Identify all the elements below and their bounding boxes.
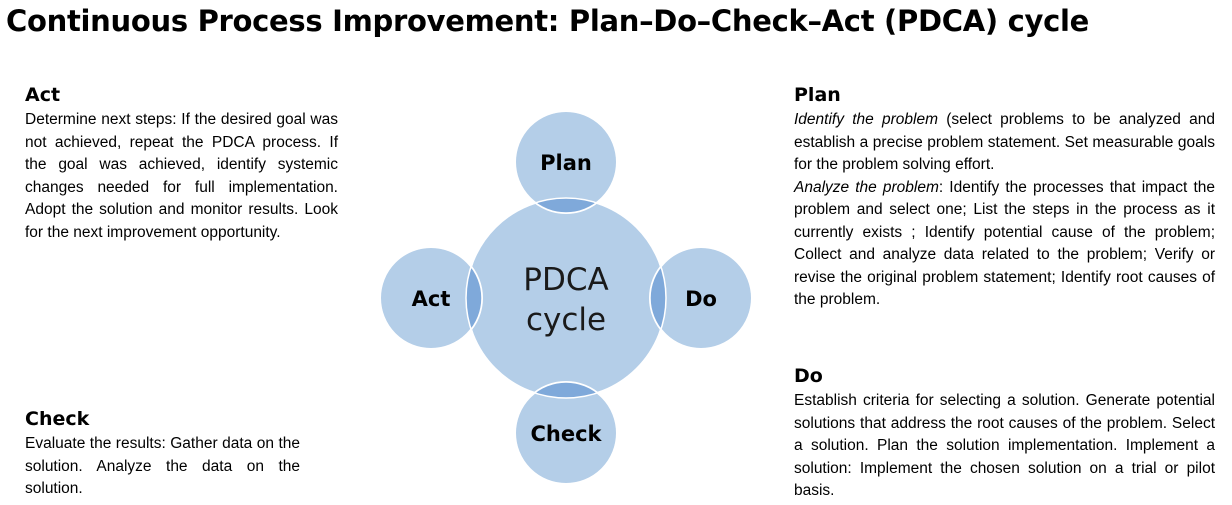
do-circle-outline: [649, 246, 753, 350]
plan-circle-outline: [514, 110, 618, 214]
plan-analyze-text: : Identify the processes that impact the…: [794, 178, 1215, 309]
check-circle-outline: [514, 381, 618, 485]
plan-node-label: Plan: [540, 151, 592, 175]
act-node-label: Act: [412, 287, 451, 311]
act-section: Act Determine next steps: If the desired…: [25, 83, 338, 244]
do-node-label: Do: [685, 287, 717, 311]
pdca-cycle-diagram: PDCA cycle Plan Do Check Act: [379, 110, 753, 485]
plan-analyze-lead: Analyze the problem: [794, 178, 939, 196]
do-heading: Do: [794, 365, 823, 387]
do-description: Establish criteria for selecting a solut…: [794, 392, 1215, 499]
center-label-line2: cycle: [526, 302, 606, 338]
plan-identify-lead: Identify the problem: [794, 111, 939, 128]
plan-heading: Plan: [794, 84, 841, 106]
act-heading: Act: [25, 84, 61, 106]
center-label-line1: PDCA: [523, 262, 608, 298]
center-circle-outline: [465, 197, 667, 399]
plan-section: Plan Identify the problem (select proble…: [794, 83, 1215, 312]
plan-identify-paragraph: Identify the problem (select problems to…: [794, 109, 1215, 177]
check-section: Check Evaluate the results: Gather data …: [25, 407, 300, 501]
do-section: Do Establish criteria for selecting a so…: [794, 364, 1215, 503]
act-circle-outline: [379, 246, 483, 350]
check-node-label: Check: [530, 422, 602, 446]
page-title: Continuous Process Improvement: Plan–Do–…: [6, 4, 1090, 38]
act-description: Determine next steps: If the desired goa…: [25, 111, 338, 241]
check-description: Evaluate the results: Gather data on the…: [25, 435, 300, 497]
center-circle: [465, 197, 667, 399]
check-heading: Check: [25, 408, 90, 430]
plan-identify-text: (select problems to be analyzed and esta…: [794, 111, 1215, 173]
plan-analyze-paragraph: Analyze the problem: Identify the proces…: [794, 177, 1215, 312]
